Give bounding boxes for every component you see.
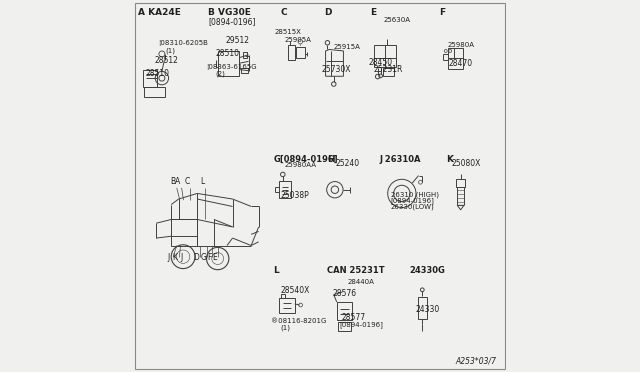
Text: J: J xyxy=(180,253,183,262)
Text: G: G xyxy=(201,253,207,262)
Text: 25980AA: 25980AA xyxy=(285,162,317,168)
Text: J 26310A: J 26310A xyxy=(380,155,421,164)
Text: CAN 25231T: CAN 25231T xyxy=(328,266,385,275)
Text: 28510: 28510 xyxy=(145,69,169,78)
Text: 24330G: 24330G xyxy=(410,266,445,275)
Text: E: E xyxy=(370,8,376,17)
Text: 28576: 28576 xyxy=(332,289,356,298)
Text: 26310 (HIGH): 26310 (HIGH) xyxy=(390,192,438,198)
Text: 28470: 28470 xyxy=(449,59,472,68)
Text: B: B xyxy=(170,177,175,186)
Text: D: D xyxy=(324,8,332,17)
Text: [0894-0196]: [0894-0196] xyxy=(340,321,383,328)
Text: 25038P: 25038P xyxy=(280,191,309,200)
Text: D: D xyxy=(193,253,200,262)
Text: 28515X: 28515X xyxy=(275,29,301,35)
Text: 28512: 28512 xyxy=(154,56,179,65)
Text: 28450: 28450 xyxy=(369,58,392,67)
Text: 25080X: 25080X xyxy=(451,159,481,168)
Text: E: E xyxy=(212,253,218,262)
Text: (2): (2) xyxy=(216,71,226,77)
Text: 24330: 24330 xyxy=(416,305,440,314)
Text: A253*03/7: A253*03/7 xyxy=(456,356,497,365)
Text: C: C xyxy=(281,8,287,17)
Text: [0894-0196]: [0894-0196] xyxy=(209,17,256,26)
Text: 26330(LOW): 26330(LOW) xyxy=(390,203,435,210)
Text: 28577: 28577 xyxy=(342,313,365,322)
Text: 25730X: 25730X xyxy=(322,65,351,74)
Text: G[0894-0196]: G[0894-0196] xyxy=(273,155,338,164)
Text: F: F xyxy=(439,8,445,17)
Text: 25980A: 25980A xyxy=(447,42,475,48)
Text: 25905A: 25905A xyxy=(285,37,312,43)
Text: 25630A: 25630A xyxy=(384,17,411,23)
Text: 28440A: 28440A xyxy=(347,279,374,285)
Text: (1): (1) xyxy=(280,325,290,331)
Text: B VG30E: B VG30E xyxy=(209,8,252,17)
Text: L: L xyxy=(273,266,279,275)
Text: C: C xyxy=(184,177,190,186)
Text: K: K xyxy=(447,155,454,164)
Text: 28540X: 28540X xyxy=(280,286,310,295)
Text: H: H xyxy=(328,155,335,164)
Text: A KA24E: A KA24E xyxy=(138,8,180,17)
Text: 25915A: 25915A xyxy=(333,44,360,50)
Text: 25231R: 25231R xyxy=(374,65,403,74)
Text: 25240: 25240 xyxy=(336,159,360,168)
Text: 28510: 28510 xyxy=(216,49,240,58)
Text: J: J xyxy=(168,253,170,262)
Text: ¦08363-6165G: ¦08363-6165G xyxy=(207,64,257,70)
Text: F: F xyxy=(207,253,212,262)
Text: K: K xyxy=(172,253,177,262)
Text: ¦08310-6205B: ¦08310-6205B xyxy=(158,41,208,46)
Text: (1): (1) xyxy=(166,48,175,54)
Text: A: A xyxy=(175,177,180,186)
Text: 29512: 29512 xyxy=(225,36,249,45)
Text: ®08116-8201G: ®08116-8201G xyxy=(271,318,326,324)
Text: L: L xyxy=(200,177,204,186)
Text: [0894-0196]: [0894-0196] xyxy=(390,197,435,204)
